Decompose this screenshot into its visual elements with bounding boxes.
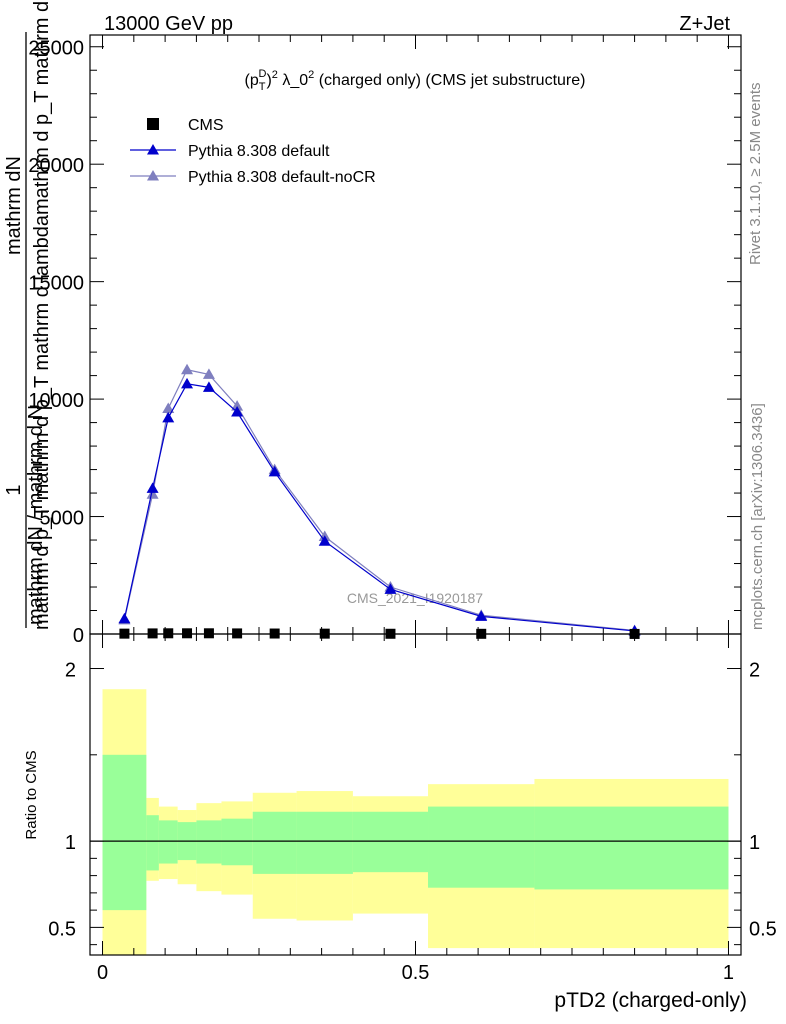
data-point: [181, 363, 194, 375]
data-point: [231, 400, 244, 411]
legend: CMS Pythia 8.308 default Pythia 8.308 defa…: [130, 117, 376, 186]
band-bin: [428, 806, 535, 888]
ratio-ytick-label-left: 0.5: [48, 918, 76, 940]
data-point: [475, 610, 488, 621]
data-point: [318, 535, 331, 546]
band-bin: [534, 806, 729, 890]
main-panel: CMS_2021_I1920187 0 5000 10000 15000 20000 25…: [28, 34, 742, 647]
data-point: [384, 583, 397, 594]
band-bin: [102, 754, 147, 911]
legend-marker: [147, 118, 159, 130]
legend-item: CMS: [147, 117, 224, 134]
header-right: Z+Jet: [679, 13, 730, 35]
band-bin: [221, 818, 253, 866]
ratio-xtick-label: 1: [723, 962, 734, 984]
band-bin: [196, 820, 222, 864]
ratio-ytick-label-right: 1: [749, 832, 760, 854]
data-point: [146, 488, 159, 499]
main-y-axis: 0 5000 10000 15000 20000 25000: [28, 35, 741, 647]
ylabel-top: 1: [3, 484, 25, 495]
ratio-ytick-label-right: 0.5: [749, 918, 777, 940]
data-point: [202, 381, 215, 392]
series-pythia-8-308-default: [118, 377, 641, 636]
main-ytick-label: 10000: [28, 390, 84, 412]
ylabel-line-1: mathrm dN: [3, 156, 25, 255]
band-bin: [252, 811, 297, 874]
ratio-xtick-label: 0.5: [402, 962, 430, 984]
plot-title: (pTD)2 λ_02 (charged only) (CMS jet subs…: [245, 68, 586, 93]
ratio-bands: [102, 689, 729, 955]
ylabel-line-4: mathrm dN / mathrm d N: [25, 405, 47, 625]
data-point: [163, 628, 174, 639]
ratio-ytick-label-right: 2: [749, 660, 760, 682]
ratio-xtick-label: 0: [97, 962, 108, 984]
legend-marker: [147, 170, 159, 181]
x-axis-label: pTD2 (charged-only): [554, 989, 747, 1012]
ratio-frame: [89, 633, 742, 956]
ratio-panel: 0.5 0.5 1 1 2 2 0 0.5 1 Ratio to CMS pTD2 (charg…: [23, 633, 777, 1012]
legend-label: CMS: [188, 117, 224, 134]
main-ytick-label: 25000: [28, 38, 84, 60]
data-point: [118, 612, 131, 624]
data-point: [203, 628, 214, 639]
data-point: [162, 411, 175, 423]
main-ytick-label: 5000: [40, 508, 85, 530]
data-point: [181, 377, 194, 389]
band-bin: [146, 815, 159, 871]
main-y-axis-label: 1 mathrm dN mathrm d p_T mathrm d lambda…: [3, 0, 53, 630]
band-bin: [352, 811, 429, 873]
ratio-axes: 0.5 0.5 1 1 2 2 0 0.5 1: [48, 634, 777, 984]
ratio-ytick-label-left: 1: [65, 832, 76, 854]
watermark: CMS_2021_I1920187: [347, 590, 483, 606]
data-point: [268, 465, 281, 477]
header-left: 13000 GeV pp: [104, 13, 233, 35]
legend-item: Pythia 8.308 default-noCR: [130, 169, 376, 186]
legend-label: Pythia 8.308 default: [188, 143, 330, 160]
band-bin: [296, 811, 353, 874]
data-point: [202, 368, 215, 379]
legend-marker: [147, 144, 159, 155]
ylabel-line-2: mathrm d p_T mathrm d lambda: [31, 0, 53, 215]
ylabel-line-3: mathrm d p_T mathrm d p_T mathrm d lambd…: [31, 214, 53, 630]
ratio-y-label: Ratio to CMS: [23, 750, 40, 839]
main-ytick-label: 0: [73, 625, 84, 647]
band-bin: [158, 820, 178, 864]
main-ytick-label: 15000: [28, 273, 84, 295]
band-inner: [102, 754, 729, 911]
data-point: [146, 482, 159, 493]
data-point: [182, 628, 193, 639]
main-ytick-label: 20000: [28, 155, 84, 177]
mcplots-label: mcplots.cern.ch [arXiv:1306.3436]: [749, 403, 766, 630]
legend-item: Pythia 8.308 default: [130, 143, 330, 160]
legend-label: Pythia 8.308 default-noCR: [188, 169, 376, 186]
data-point: [231, 406, 244, 417]
rivet-label: Rivet 3.1.10, ≥ 2.5M events: [747, 83, 764, 266]
ratio-ytick-label-left: 2: [65, 660, 76, 682]
svg-text:(pTD)2 λ_02 (charged only) (CM: (pTD)2 λ_02 (charged only) (CMS jet subs…: [245, 68, 586, 93]
data-point: [162, 402, 175, 413]
